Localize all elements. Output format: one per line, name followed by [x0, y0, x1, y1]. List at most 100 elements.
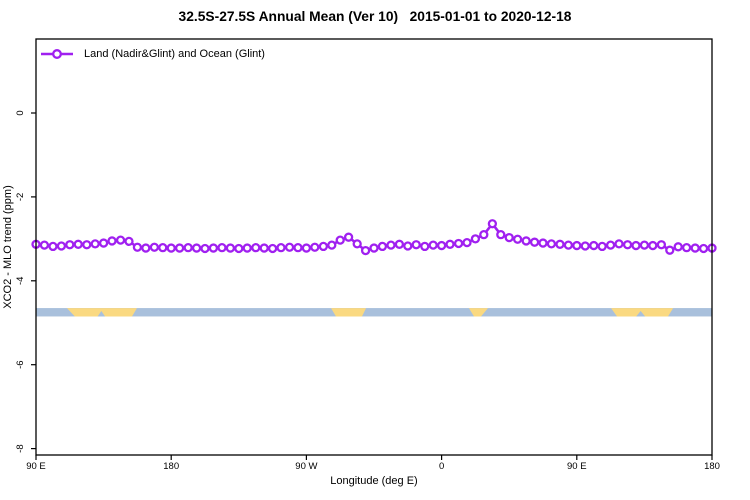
trend-marker [56, 241, 67, 251]
trend-marker [386, 240, 396, 250]
trend-marker [225, 243, 236, 253]
trend-marker [251, 243, 261, 253]
y-tick-label: -8 [15, 444, 26, 452]
trend-marker [436, 240, 447, 251]
x-axis-title: Longitude (deg E) [330, 475, 418, 487]
trend-marker [420, 241, 430, 252]
trend-marker [293, 243, 303, 253]
trend-marker [487, 219, 498, 229]
land-band-segment [611, 308, 674, 317]
trend-marker [82, 240, 92, 250]
trend-marker [90, 239, 100, 249]
trend-marker [639, 240, 650, 250]
land-band-notch [97, 311, 106, 317]
trend-marker [166, 243, 176, 253]
trend-marker [158, 243, 168, 253]
trend-marker [394, 239, 405, 249]
trend-marker [259, 243, 269, 253]
trend-marker [191, 243, 202, 253]
trend-marker [673, 242, 683, 252]
legend: Land (Nadir&Glint) and Ocean (Glint) [39, 46, 265, 62]
trend-marker [242, 243, 252, 253]
trend-marker [174, 243, 185, 253]
trend-marker [352, 239, 362, 249]
chart-title: 32.5S-27.5S Annual Mean (Ver 10) 2015-01… [178, 9, 572, 24]
land-band-notch [636, 311, 646, 317]
trend-marker [318, 241, 329, 252]
x-tick-label: 90 W [295, 461, 317, 472]
trend-marker [343, 232, 354, 242]
trend-marker [217, 243, 227, 253]
trend-marker [648, 240, 658, 251]
trend-marker [521, 236, 531, 246]
trend-marker [622, 240, 633, 250]
trend-marker [698, 243, 709, 254]
trend-marker [479, 230, 489, 240]
trend-marker [369, 243, 379, 253]
trend-marker [555, 239, 565, 249]
trend-marker [538, 238, 548, 248]
trend-marker [183, 243, 193, 253]
legend-line-marker-icon [41, 49, 73, 59]
trend-marker [665, 245, 675, 255]
trend-marker [234, 243, 244, 254]
y-tick-label: -4 [15, 277, 26, 285]
trend-marker [470, 234, 481, 244]
trend-marker [107, 236, 117, 246]
trend-marker [504, 232, 514, 243]
trend-marker [276, 243, 286, 253]
x-tick-label: 180 [163, 461, 179, 472]
trend-marker [141, 243, 151, 253]
y-axis-title: XCO2 - MLO trend (ppm) [2, 185, 14, 308]
trend-marker [496, 230, 506, 240]
y-tick-label: -6 [15, 360, 26, 368]
trend-marker [411, 240, 421, 250]
trend-marker [360, 245, 371, 256]
trend-marker [132, 242, 143, 252]
plot-border [35, 38, 713, 456]
trend-marker [208, 243, 219, 253]
trend-marker [605, 240, 616, 250]
trend-marker [428, 240, 438, 250]
trend-marker [403, 241, 413, 251]
trend-marker [200, 243, 210, 254]
trend-marker [98, 238, 109, 248]
trend-marker [335, 235, 345, 245]
y-tick-label: -2 [15, 193, 26, 201]
trend-marker [73, 239, 83, 249]
trend-marker [589, 240, 599, 251]
x-tick-label: 90 E [26, 461, 46, 472]
trend-marker [462, 237, 472, 248]
ocean-band [36, 308, 712, 317]
legend-label: Land (Nadir&Glint) and Ocean (Glint) [84, 48, 265, 60]
trend-marker [453, 238, 464, 249]
land-band-segment [468, 308, 489, 317]
land-band-segment [331, 308, 367, 317]
trend-marker [563, 240, 574, 250]
trend-marker [572, 240, 582, 251]
trend-marker [597, 241, 607, 252]
trend-marker [48, 241, 58, 252]
x-tick-label: 180 [704, 461, 720, 472]
trend-marker [546, 239, 557, 249]
trend-marker [284, 242, 295, 252]
trend-marker [512, 234, 523, 244]
trend-marker [377, 241, 388, 252]
trend-marker [65, 240, 75, 250]
x-tick-label: 0 [439, 461, 444, 472]
trend-marker [267, 243, 278, 254]
trend-marker [529, 237, 540, 247]
trend-marker [39, 240, 50, 250]
trend-marker [327, 240, 337, 250]
trend-marker [614, 239, 624, 249]
trend-marker [690, 243, 700, 253]
trend-marker [445, 239, 455, 249]
trend-marker [149, 242, 160, 252]
trend-marker [681, 243, 692, 253]
trend-marker [124, 236, 134, 247]
trend-marker [310, 242, 320, 252]
trend-marker [115, 235, 126, 245]
x-tick-label: 90 E [567, 461, 587, 472]
